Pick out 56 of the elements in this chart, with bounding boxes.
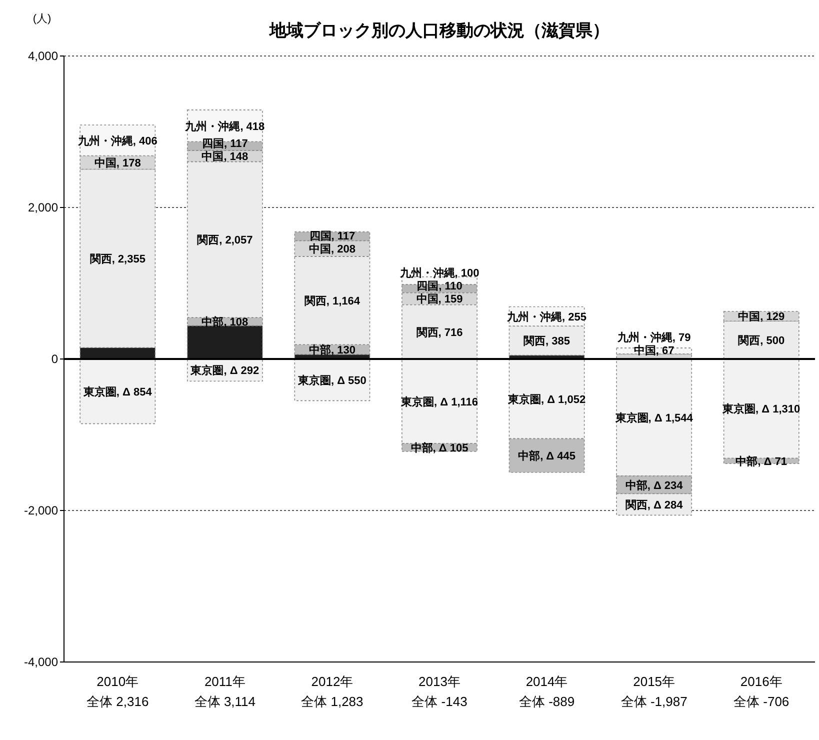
data-label: 関西, 385 [524,336,570,348]
data-label: 東京圏, Δ 854 [82,385,153,398]
y-tick-label: -4,000 [24,655,58,669]
data-label: 中国, 129 [738,310,785,324]
text: 全体 -889 [518,694,575,709]
data-label: 関西, 2,355 [90,253,146,266]
y-tick-label: 4,000 [28,49,58,63]
x-tick-label: 2015年 [633,674,676,689]
x-tick-label: 2012年 [311,674,354,689]
y-tick-label: -2,000 [24,504,58,518]
data-label: 中部, 108 [202,316,248,329]
data-label: 関西, 1,164 [304,296,361,308]
data-label: 東京圏, Δ 1,544 [614,411,694,424]
data-label: 中部, 130 [308,344,356,357]
x-tick-label: 2013年 [418,674,460,689]
data-label: 東京圏, Δ 292 [190,364,260,378]
x-tick-label: 2014年 [526,674,568,689]
data-label: 中国, 67 [634,344,674,357]
data-label: 九州・沖縄, 418 [184,120,265,133]
data-label: 関西, 2,057 [197,234,253,247]
data-label: 四国, 110 [416,280,462,293]
data-label: 中国, 178 [94,156,141,170]
data-label: 東京圏, Δ 550 [296,374,366,387]
data-label: 東京圏, Δ 1,116 [400,395,478,408]
data-label: 中部, Δ 71 [736,454,788,468]
data-label: 中国, 148 [202,150,248,164]
y-axis-title: (人) [32,13,52,25]
y-tick-label: 2,000 [28,200,58,214]
text: 全体 -1,987 [620,694,688,709]
y-tick-label: 0 [51,352,58,366]
data-label: 九州・沖縄, 255 [506,310,587,324]
data-label: 中部, Δ 445 [518,450,576,463]
data-label: 中国, 208 [308,242,356,256]
data-label: 東京圏, Δ 1,310 [722,402,800,416]
data-label: 四国, 117 [309,230,356,243]
data-label: 中部, Δ 234 [625,478,684,492]
text: 全体 2,316 [86,694,149,709]
data-label: 関西, 716 [416,326,463,339]
text: 全体 1,283 [301,694,364,709]
text: 全体 3,114 [194,694,256,709]
data-label: 九州・沖縄, 100 [398,266,480,280]
bar [80,358,156,424]
data-label: 中部, Δ 105 [410,442,468,455]
data-label: 関西, Δ 284 [625,499,684,512]
text: 全体 -706 [734,694,790,709]
x-tick-label: 2010年 [96,674,139,689]
data-label: 関西, 500 [738,335,785,348]
data-label: 東京圏, Δ 1,052 [506,392,586,406]
data-label: 中国, 159 [416,292,463,306]
text: 全体 -143 [412,694,468,709]
data-label: 四国, 117 [202,138,248,150]
data-label: 九州・沖縄, 406 [76,134,158,148]
x-tick-label: 2016年 [740,674,782,689]
x-tick-label: 2011年 [204,674,246,689]
data-label: 九州・沖縄, 79 [616,331,691,344]
chart-title: 地域ブロック別の人口移動の状況（滋賀県） [268,21,610,40]
